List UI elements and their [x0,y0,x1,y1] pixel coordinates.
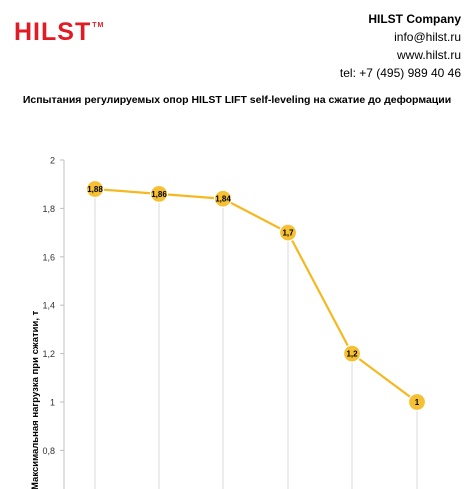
data-label: 1 [415,398,420,407]
data-label: 1,2 [346,350,358,359]
email-link[interactable]: info@hilst.ru [394,30,461,44]
trademark-mark: TM [92,22,105,29]
data-label: 1,86 [151,190,167,199]
series-layer: 1,88 1,86 1,84 1,7 1,2 1 [85,179,427,412]
company-name: HILST Company [368,12,461,26]
grid-layer [94,189,418,489]
contact-block: HILST Company info@hilst.ru www.hilst.ru… [340,10,461,82]
data-label: 1,7 [282,229,294,238]
y-tick-label: 0,8 [42,446,55,456]
logo-text: HILST [14,18,92,46]
axis-layer: 2 1,8 1,6 1,4 1,2 1 0,8 [42,156,65,489]
y-tick-label: 1,6 [42,252,55,262]
y-tick-label: 1 [50,398,55,408]
data-point-marker [213,189,233,208]
y-tick-label: 1,8 [42,204,55,214]
data-label: 1,84 [215,195,231,204]
phone-number: tel: +7 (495) 989 40 46 [339,66,461,80]
website-link[interactable]: www.hilst.ru [396,48,461,62]
y-tick-label: 1,4 [42,301,55,311]
data-point-marker [149,184,169,203]
data-point-marker [85,179,105,199]
chart-title: Испытания регулируемых опор HILST LIFT s… [22,94,452,106]
y-tick-label: 2 [50,156,55,166]
data-point-marker [407,392,427,412]
y-tick-label: 1,2 [42,349,55,359]
data-label: 1,88 [87,185,103,194]
data-point-marker [278,223,298,242]
y-axis-label: Максимальная нагрузка при сжатии, т [30,310,41,489]
hilst-logo: HILSTTM [14,20,104,45]
data-point-marker [342,344,362,363]
series-line [94,187,418,403]
